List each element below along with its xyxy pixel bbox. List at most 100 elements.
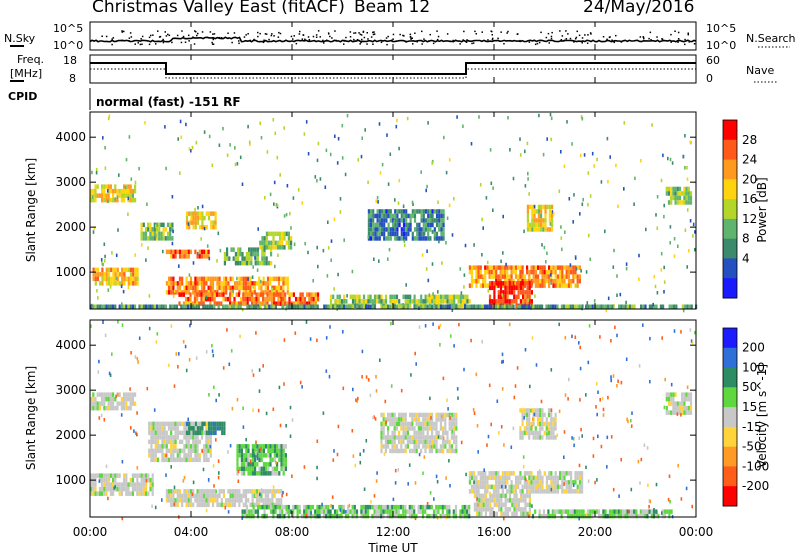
power-cell bbox=[253, 290, 256, 295]
velocity-cell bbox=[255, 493, 259, 499]
velocity-scatter-cell bbox=[631, 411, 633, 415]
power-cell bbox=[409, 299, 412, 304]
velocity-cell bbox=[622, 513, 625, 519]
velocity-scatter-cell bbox=[429, 396, 431, 401]
velocity-cell bbox=[196, 448, 199, 454]
power-cell bbox=[611, 304, 614, 309]
velocity-cell bbox=[441, 513, 444, 519]
velocity-scatter-cell bbox=[460, 440, 463, 445]
power-colorbar-label: Power [dB] bbox=[755, 177, 769, 242]
velocity-cell bbox=[116, 482, 119, 487]
velocity-cell bbox=[248, 513, 251, 519]
velocity-cell bbox=[497, 489, 500, 494]
power-cell bbox=[286, 285, 289, 291]
velocity-cell bbox=[554, 489, 557, 494]
power-cell bbox=[170, 254, 173, 259]
velocity-cell bbox=[426, 412, 429, 418]
power-cell bbox=[209, 276, 212, 282]
velocity-cell bbox=[524, 493, 527, 499]
velocity-cell bbox=[380, 444, 383, 449]
velocity-cell bbox=[269, 471, 272, 476]
power-cell bbox=[484, 269, 487, 275]
velocity-cell bbox=[484, 489, 487, 494]
power-cell bbox=[149, 236, 152, 241]
velocity-cell bbox=[506, 489, 509, 494]
velocity-cell bbox=[181, 421, 184, 427]
velocity-cell bbox=[241, 513, 244, 519]
power-cell bbox=[569, 304, 572, 309]
velocity-cell bbox=[526, 511, 529, 517]
velocity-cell bbox=[430, 504, 433, 510]
power-cell bbox=[427, 209, 430, 214]
velocity-cell bbox=[280, 489, 283, 494]
velocity-scatter-cell bbox=[242, 406, 244, 410]
velocity-cell bbox=[670, 401, 673, 406]
velocity-scatter-cell bbox=[585, 393, 587, 397]
velocity-cell bbox=[550, 475, 553, 481]
power-cell bbox=[522, 299, 525, 304]
velocity-scatter-cell bbox=[120, 413, 123, 417]
noise-search-point bbox=[367, 38, 369, 40]
power-cell bbox=[513, 281, 516, 286]
power-cell bbox=[435, 218, 439, 223]
power-cell bbox=[532, 278, 535, 284]
noise-search-point bbox=[335, 39, 337, 42]
velocity-cell bbox=[112, 486, 115, 492]
power-scatter-cell bbox=[155, 234, 157, 238]
power-cell bbox=[689, 200, 693, 205]
velocity-cell bbox=[181, 498, 184, 503]
velocity-scatter-cell bbox=[638, 364, 641, 368]
noise-search-point bbox=[121, 40, 123, 42]
power-cell bbox=[257, 296, 260, 302]
velocity-scatter-cell bbox=[137, 481, 140, 486]
velocity-cell bbox=[103, 392, 106, 397]
power-cell bbox=[545, 274, 548, 279]
velocity-scatter-cell bbox=[446, 398, 448, 402]
velocity-cell bbox=[528, 421, 531, 427]
velocity-scatter-cell bbox=[222, 366, 225, 370]
velocity-cell bbox=[159, 435, 162, 440]
power-cell bbox=[192, 285, 195, 291]
velocity-cell bbox=[382, 509, 385, 514]
power-cell bbox=[238, 276, 241, 282]
velocity-cell bbox=[289, 509, 293, 514]
velocity-cell bbox=[159, 426, 162, 431]
velocity-cell bbox=[500, 511, 503, 517]
noise-search-point bbox=[611, 39, 613, 41]
noise-search-point bbox=[560, 39, 563, 41]
power-cell bbox=[310, 301, 313, 306]
velocity-cell bbox=[150, 453, 153, 458]
velocity-cell bbox=[150, 444, 153, 449]
velocity-cell bbox=[214, 489, 217, 494]
power-cell bbox=[374, 231, 377, 237]
power-scatter-cell bbox=[117, 228, 119, 232]
power-cell bbox=[521, 274, 524, 279]
velocity-cell bbox=[196, 502, 199, 508]
velocity-scatter-cell bbox=[637, 459, 640, 464]
velocity-cell bbox=[251, 444, 254, 449]
velocity-cell bbox=[437, 448, 440, 454]
velocity-cell bbox=[433, 421, 436, 427]
velocity-cell bbox=[260, 444, 263, 449]
power-scatter-cell bbox=[663, 290, 665, 294]
velocity-cell bbox=[446, 513, 449, 519]
power-cell bbox=[493, 294, 496, 300]
velocity-scatter-cell bbox=[201, 449, 204, 453]
power-cell bbox=[336, 304, 339, 309]
power-cell bbox=[525, 304, 528, 309]
velocity-scatter-cell bbox=[373, 415, 375, 419]
velocity-cell bbox=[450, 444, 453, 449]
power-cell bbox=[129, 193, 132, 198]
velocity-cell bbox=[107, 486, 110, 492]
velocity-cell bbox=[307, 509, 310, 514]
velocity-cell bbox=[528, 489, 531, 494]
power-scatter-cell bbox=[402, 204, 405, 208]
noise-search-point bbox=[487, 39, 489, 41]
velocity-scatter-cell bbox=[606, 435, 609, 440]
velocity-cell bbox=[254, 457, 257, 463]
velocity-cell bbox=[333, 513, 337, 519]
power-cell bbox=[528, 294, 531, 300]
velocity-cell bbox=[214, 426, 217, 431]
power-cell bbox=[372, 209, 375, 214]
power-cell bbox=[187, 249, 190, 255]
